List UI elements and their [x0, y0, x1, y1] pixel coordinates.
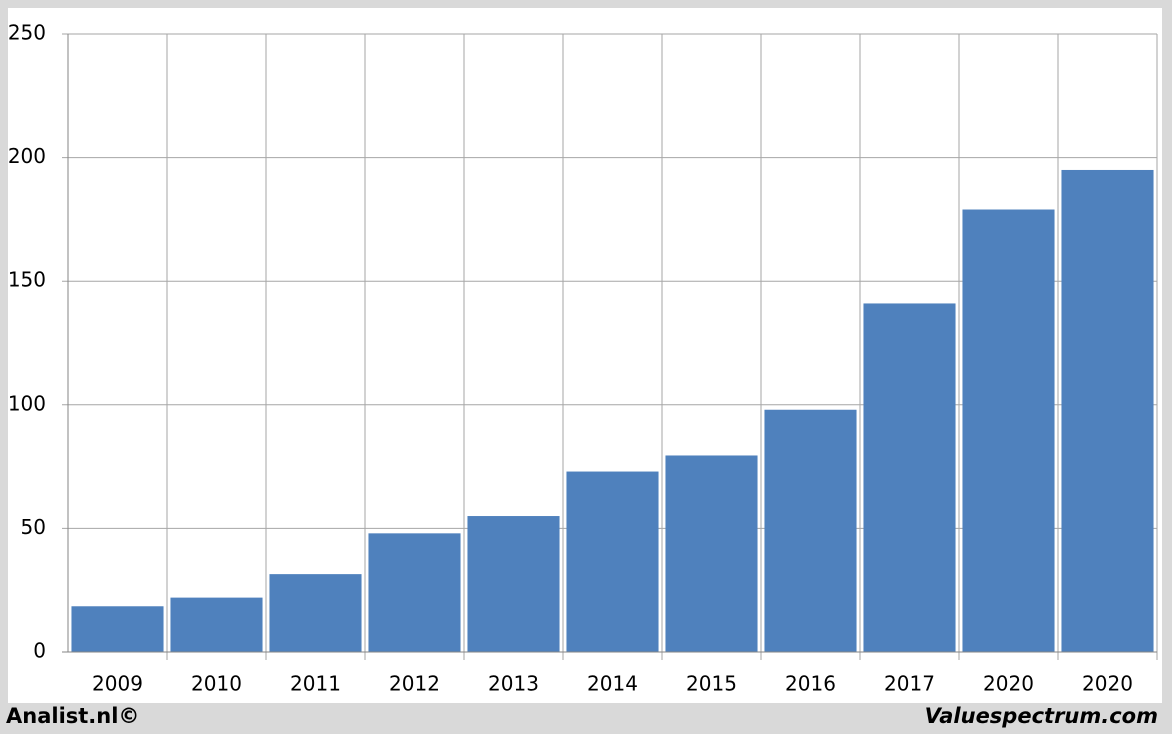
x-tick-label: 2014	[587, 672, 638, 696]
y-tick-label: 0	[33, 639, 46, 663]
y-tick-label: 250	[8, 21, 46, 45]
footer-left: Analist.nl©	[6, 704, 139, 728]
bar	[764, 409, 857, 652]
y-tick-label: 50	[21, 515, 46, 539]
x-tick-label: 2020	[1082, 672, 1133, 696]
bar	[467, 516, 560, 652]
x-tick-label: 2011	[290, 672, 341, 696]
x-tick-label: 2016	[785, 672, 836, 696]
x-tick-label: 2009	[92, 672, 143, 696]
x-tick-label: 2015	[686, 672, 737, 696]
x-tick-label: 2012	[389, 672, 440, 696]
bar	[368, 533, 461, 652]
bar	[566, 471, 659, 652]
x-tick-label: 2013	[488, 672, 539, 696]
bar	[962, 209, 1055, 652]
footer-right: Valuespectrum.com	[925, 704, 1158, 728]
bar	[1061, 169, 1154, 652]
bar	[665, 455, 758, 652]
x-tick-label: 2010	[191, 672, 242, 696]
bar	[170, 597, 263, 652]
y-tick-label: 200	[8, 144, 46, 168]
bar	[71, 606, 164, 652]
x-tick-label: 2017	[884, 672, 935, 696]
bar	[269, 574, 362, 652]
x-tick-label: 2020	[983, 672, 1034, 696]
y-tick-label: 100	[8, 391, 46, 415]
bar	[863, 303, 956, 652]
y-tick-label: 150	[8, 268, 46, 292]
